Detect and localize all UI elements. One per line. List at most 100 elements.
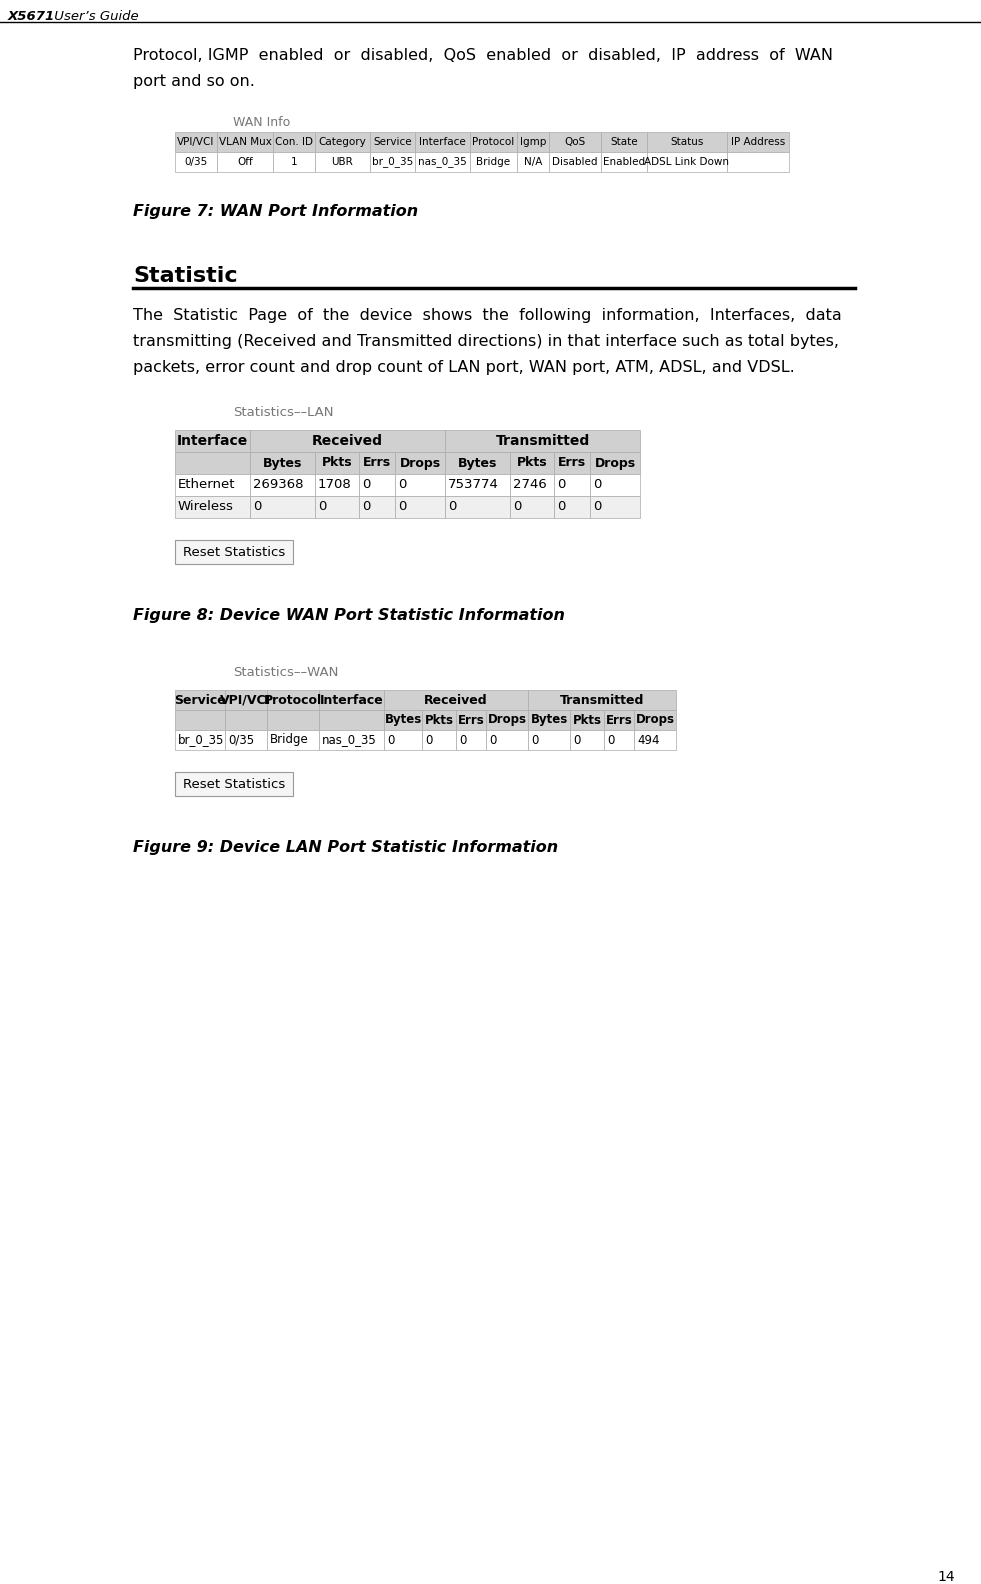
Bar — [486, 710, 528, 730]
Bar — [604, 710, 634, 730]
Bar — [570, 730, 604, 749]
Bar — [634, 730, 676, 749]
Bar — [570, 710, 604, 730]
Text: Reset Statistics: Reset Statistics — [182, 545, 285, 559]
Text: Pkts: Pkts — [425, 713, 453, 727]
Bar — [445, 474, 510, 496]
Text: Protocol: Protocol — [264, 694, 322, 706]
Bar — [319, 710, 384, 730]
Text: Protocol: Protocol — [473, 136, 515, 147]
Bar — [175, 131, 217, 152]
Text: Errs: Errs — [363, 456, 391, 469]
Bar — [590, 496, 640, 518]
Bar — [315, 474, 359, 496]
Text: Drops: Drops — [594, 456, 636, 469]
Text: 0: 0 — [362, 501, 371, 513]
Bar — [267, 691, 319, 710]
Text: Transmitted: Transmitted — [495, 434, 590, 448]
Text: IP Address: IP Address — [731, 136, 785, 147]
Text: 0: 0 — [425, 733, 433, 746]
Text: port and so on.: port and so on. — [133, 74, 255, 89]
Bar — [250, 451, 315, 474]
Bar — [175, 691, 225, 710]
Bar — [175, 451, 250, 474]
Bar — [727, 152, 789, 173]
Bar — [250, 474, 315, 496]
Text: Statistics––WAN: Statistics––WAN — [233, 665, 338, 680]
Text: Category: Category — [319, 136, 366, 147]
Text: Transmitted: Transmitted — [560, 694, 645, 706]
Text: Ethernet: Ethernet — [178, 478, 235, 491]
Bar — [175, 496, 250, 518]
Text: 0: 0 — [362, 478, 371, 491]
Text: 494: 494 — [637, 733, 659, 746]
Text: Pkts: Pkts — [322, 456, 352, 469]
Bar — [384, 730, 422, 749]
Bar — [395, 496, 445, 518]
Bar — [415, 152, 470, 173]
Text: Bridge: Bridge — [270, 733, 309, 746]
Bar — [315, 131, 370, 152]
Bar — [554, 496, 590, 518]
Bar — [470, 152, 517, 173]
Text: br_0_35: br_0_35 — [372, 157, 413, 168]
Bar — [590, 451, 640, 474]
Text: 0: 0 — [253, 501, 261, 513]
Text: Errs: Errs — [457, 713, 485, 727]
Text: 0: 0 — [318, 501, 327, 513]
Bar — [549, 152, 601, 173]
Text: Received: Received — [312, 434, 383, 448]
Bar — [510, 496, 554, 518]
Text: Errs: Errs — [605, 713, 633, 727]
Bar — [395, 474, 445, 496]
Text: The  Statistic  Page  of  the  device  shows  the  following  information,  Inte: The Statistic Page of the device shows t… — [133, 307, 842, 323]
Text: Bytes: Bytes — [531, 713, 568, 727]
Bar — [225, 691, 267, 710]
Bar — [225, 730, 267, 749]
Bar — [175, 771, 293, 797]
Text: 0: 0 — [513, 501, 521, 513]
Bar — [528, 710, 570, 730]
Text: 0: 0 — [593, 501, 601, 513]
Text: 269368: 269368 — [253, 478, 303, 491]
Bar — [217, 131, 273, 152]
Text: Bytes: Bytes — [385, 713, 422, 727]
Bar — [175, 152, 217, 173]
Text: transmitting (Received and Transmitted directions) in that interface such as tot: transmitting (Received and Transmitted d… — [133, 334, 839, 348]
Text: nas_0_35: nas_0_35 — [418, 157, 467, 168]
Bar — [445, 451, 510, 474]
Text: 0: 0 — [557, 478, 565, 491]
Text: 0: 0 — [398, 478, 406, 491]
Text: 0: 0 — [593, 478, 601, 491]
Text: User’s Guide: User’s Guide — [50, 10, 138, 24]
Bar — [267, 710, 319, 730]
Text: X5671: X5671 — [8, 10, 55, 24]
Text: Interface: Interface — [177, 434, 248, 448]
Text: 0: 0 — [573, 733, 581, 746]
Bar — [486, 730, 528, 749]
Bar — [510, 474, 554, 496]
Bar — [175, 429, 250, 451]
Text: br_0_35: br_0_35 — [178, 733, 225, 746]
Text: Igmp: Igmp — [520, 136, 546, 147]
Text: Interface: Interface — [419, 136, 466, 147]
Text: ADSL Link Down: ADSL Link Down — [645, 157, 730, 166]
Bar — [456, 710, 486, 730]
Text: 1708: 1708 — [318, 478, 352, 491]
Text: Disabled: Disabled — [552, 157, 597, 166]
Text: packets, error count and drop count of LAN port, WAN port, ATM, ADSL, and VDSL.: packets, error count and drop count of L… — [133, 360, 795, 375]
Bar — [422, 730, 456, 749]
Bar — [175, 730, 225, 749]
Bar — [517, 152, 549, 173]
Text: N/A: N/A — [524, 157, 542, 166]
Text: Off: Off — [237, 157, 253, 166]
Bar — [315, 152, 370, 173]
Bar — [528, 691, 676, 710]
Text: Pkts: Pkts — [517, 456, 547, 469]
Text: 0: 0 — [459, 733, 466, 746]
Text: Figure 9: Device LAN Port Statistic Information: Figure 9: Device LAN Port Statistic Info… — [133, 840, 558, 855]
Text: Service: Service — [174, 694, 226, 706]
Bar — [517, 131, 549, 152]
Bar — [554, 451, 590, 474]
Bar — [549, 131, 601, 152]
